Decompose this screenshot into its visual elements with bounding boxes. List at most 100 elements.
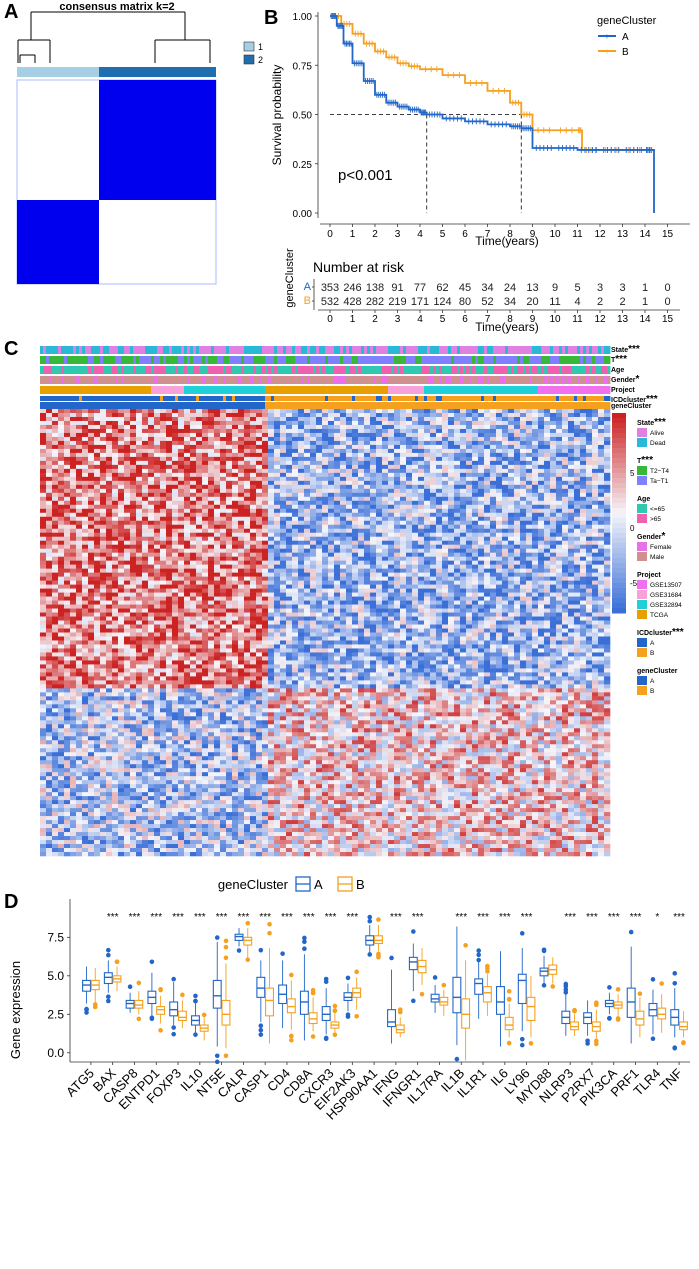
annotation-cell — [376, 346, 380, 354]
heatmap-cell — [472, 409, 479, 414]
heatmap-cell — [70, 520, 77, 526]
annotation-cell — [55, 346, 59, 354]
heatmap-cell — [58, 464, 65, 470]
annotation-cell — [154, 356, 158, 364]
heatmap-cell — [160, 544, 167, 549]
heatmap-cell — [262, 409, 269, 414]
heatmap-cell — [370, 484, 377, 490]
annotation-cell — [181, 356, 185, 364]
annotation-cell — [109, 346, 113, 354]
heatmap-cell — [256, 484, 263, 490]
heatmap-cell — [190, 524, 197, 530]
annotation-cell — [427, 396, 431, 401]
heatmap-cell — [400, 468, 407, 474]
annotation-label: State*** — [611, 344, 640, 355]
heatmap-cell — [358, 424, 365, 430]
heatmap-cell — [166, 464, 173, 470]
heatmap-cell — [424, 468, 431, 474]
heatmap-cell — [250, 428, 257, 434]
heatmap-cell — [364, 512, 371, 518]
heatmap-cell — [58, 532, 65, 538]
heatmap-cell — [238, 448, 245, 454]
heatmap-cell — [514, 540, 521, 545]
heatmap-cell — [226, 480, 233, 486]
heatmap-cell — [142, 544, 149, 549]
heatmap-cell — [382, 480, 389, 486]
heatmap-cell — [430, 456, 437, 462]
heatmap-cell — [430, 432, 437, 438]
heatmap-cell — [388, 540, 395, 545]
annotation-cell — [136, 366, 140, 374]
annotation-cell — [436, 376, 440, 384]
heatmap-cell — [166, 456, 173, 462]
risk-x-tick-label: 15 — [662, 314, 674, 325]
annotation-cell — [151, 366, 155, 374]
heatmap-cell — [550, 528, 557, 534]
heatmap-cell — [82, 524, 89, 530]
heatmap-cell — [118, 480, 125, 486]
heatmap-cell — [562, 440, 569, 446]
annotation-cell — [52, 356, 56, 364]
heatmap-cell — [328, 492, 335, 498]
heatmap-cell — [412, 448, 419, 454]
heatmap-cell — [424, 472, 431, 478]
annotation-cell — [91, 396, 95, 401]
annotation-cell — [79, 386, 83, 394]
heatmap-cell — [340, 432, 347, 438]
heatmap-cell — [400, 460, 407, 466]
heatmap-cell — [202, 480, 209, 486]
heatmap-cell — [46, 420, 53, 426]
risk-cell-a: 24 — [504, 282, 516, 294]
annotation-cell — [499, 386, 503, 394]
heatmap-cell — [370, 412, 377, 418]
annotation-cell — [184, 396, 188, 401]
heatmap-cell — [334, 524, 341, 530]
annotation-cell — [424, 366, 428, 374]
heatmap-cell — [604, 472, 611, 478]
heatmap-cell — [394, 452, 401, 458]
heatmap-cell — [388, 440, 395, 446]
heatmap-cell — [286, 448, 293, 454]
heatmap-cell — [70, 540, 77, 545]
annotation-cell — [142, 376, 146, 384]
annotation-cell — [52, 346, 56, 354]
heatmap-cell — [598, 540, 605, 545]
heatmap-cell — [472, 476, 479, 482]
annotation-cell — [550, 366, 554, 374]
heatmap-cell — [430, 444, 437, 450]
heatmap-cell — [472, 496, 479, 502]
annotation-cell — [460, 386, 464, 394]
heatmap-cell — [88, 452, 95, 458]
heatmap-cell — [376, 532, 383, 538]
heatmap-cell — [490, 420, 497, 426]
heatmap-cell — [490, 440, 497, 446]
annotation-cell — [349, 346, 353, 354]
heatmap-cell — [280, 440, 287, 446]
heatmap-cell — [250, 432, 257, 438]
annotation-cell — [112, 346, 116, 354]
heatmap-cell — [82, 424, 89, 430]
heatmap-cell — [94, 496, 101, 502]
heatmap-cell — [238, 428, 245, 434]
heatmap-cell — [130, 428, 137, 434]
heatmap-cell — [382, 464, 389, 470]
heatmap-cell — [106, 544, 113, 549]
annotation-cell — [304, 402, 308, 409]
heatmap-cell — [130, 520, 137, 526]
heatmap-cell — [496, 448, 503, 454]
heatmap-cell — [232, 536, 239, 541]
heatmap-cell — [550, 472, 557, 478]
annotation-cell — [400, 396, 404, 401]
heatmap-cell — [550, 540, 557, 545]
heatmap-cell — [40, 524, 47, 530]
heatmap-cell — [448, 468, 455, 474]
heatmap-cell — [514, 500, 521, 506]
heatmap-cell — [514, 468, 521, 474]
annotation-cell — [295, 346, 299, 354]
annotation-cell — [76, 356, 80, 364]
heatmap-cell — [52, 536, 59, 541]
heatmap-cell — [76, 500, 83, 506]
annotation-cell — [358, 346, 362, 354]
annotation-cell — [106, 396, 110, 401]
heatmap-cell — [562, 432, 569, 438]
